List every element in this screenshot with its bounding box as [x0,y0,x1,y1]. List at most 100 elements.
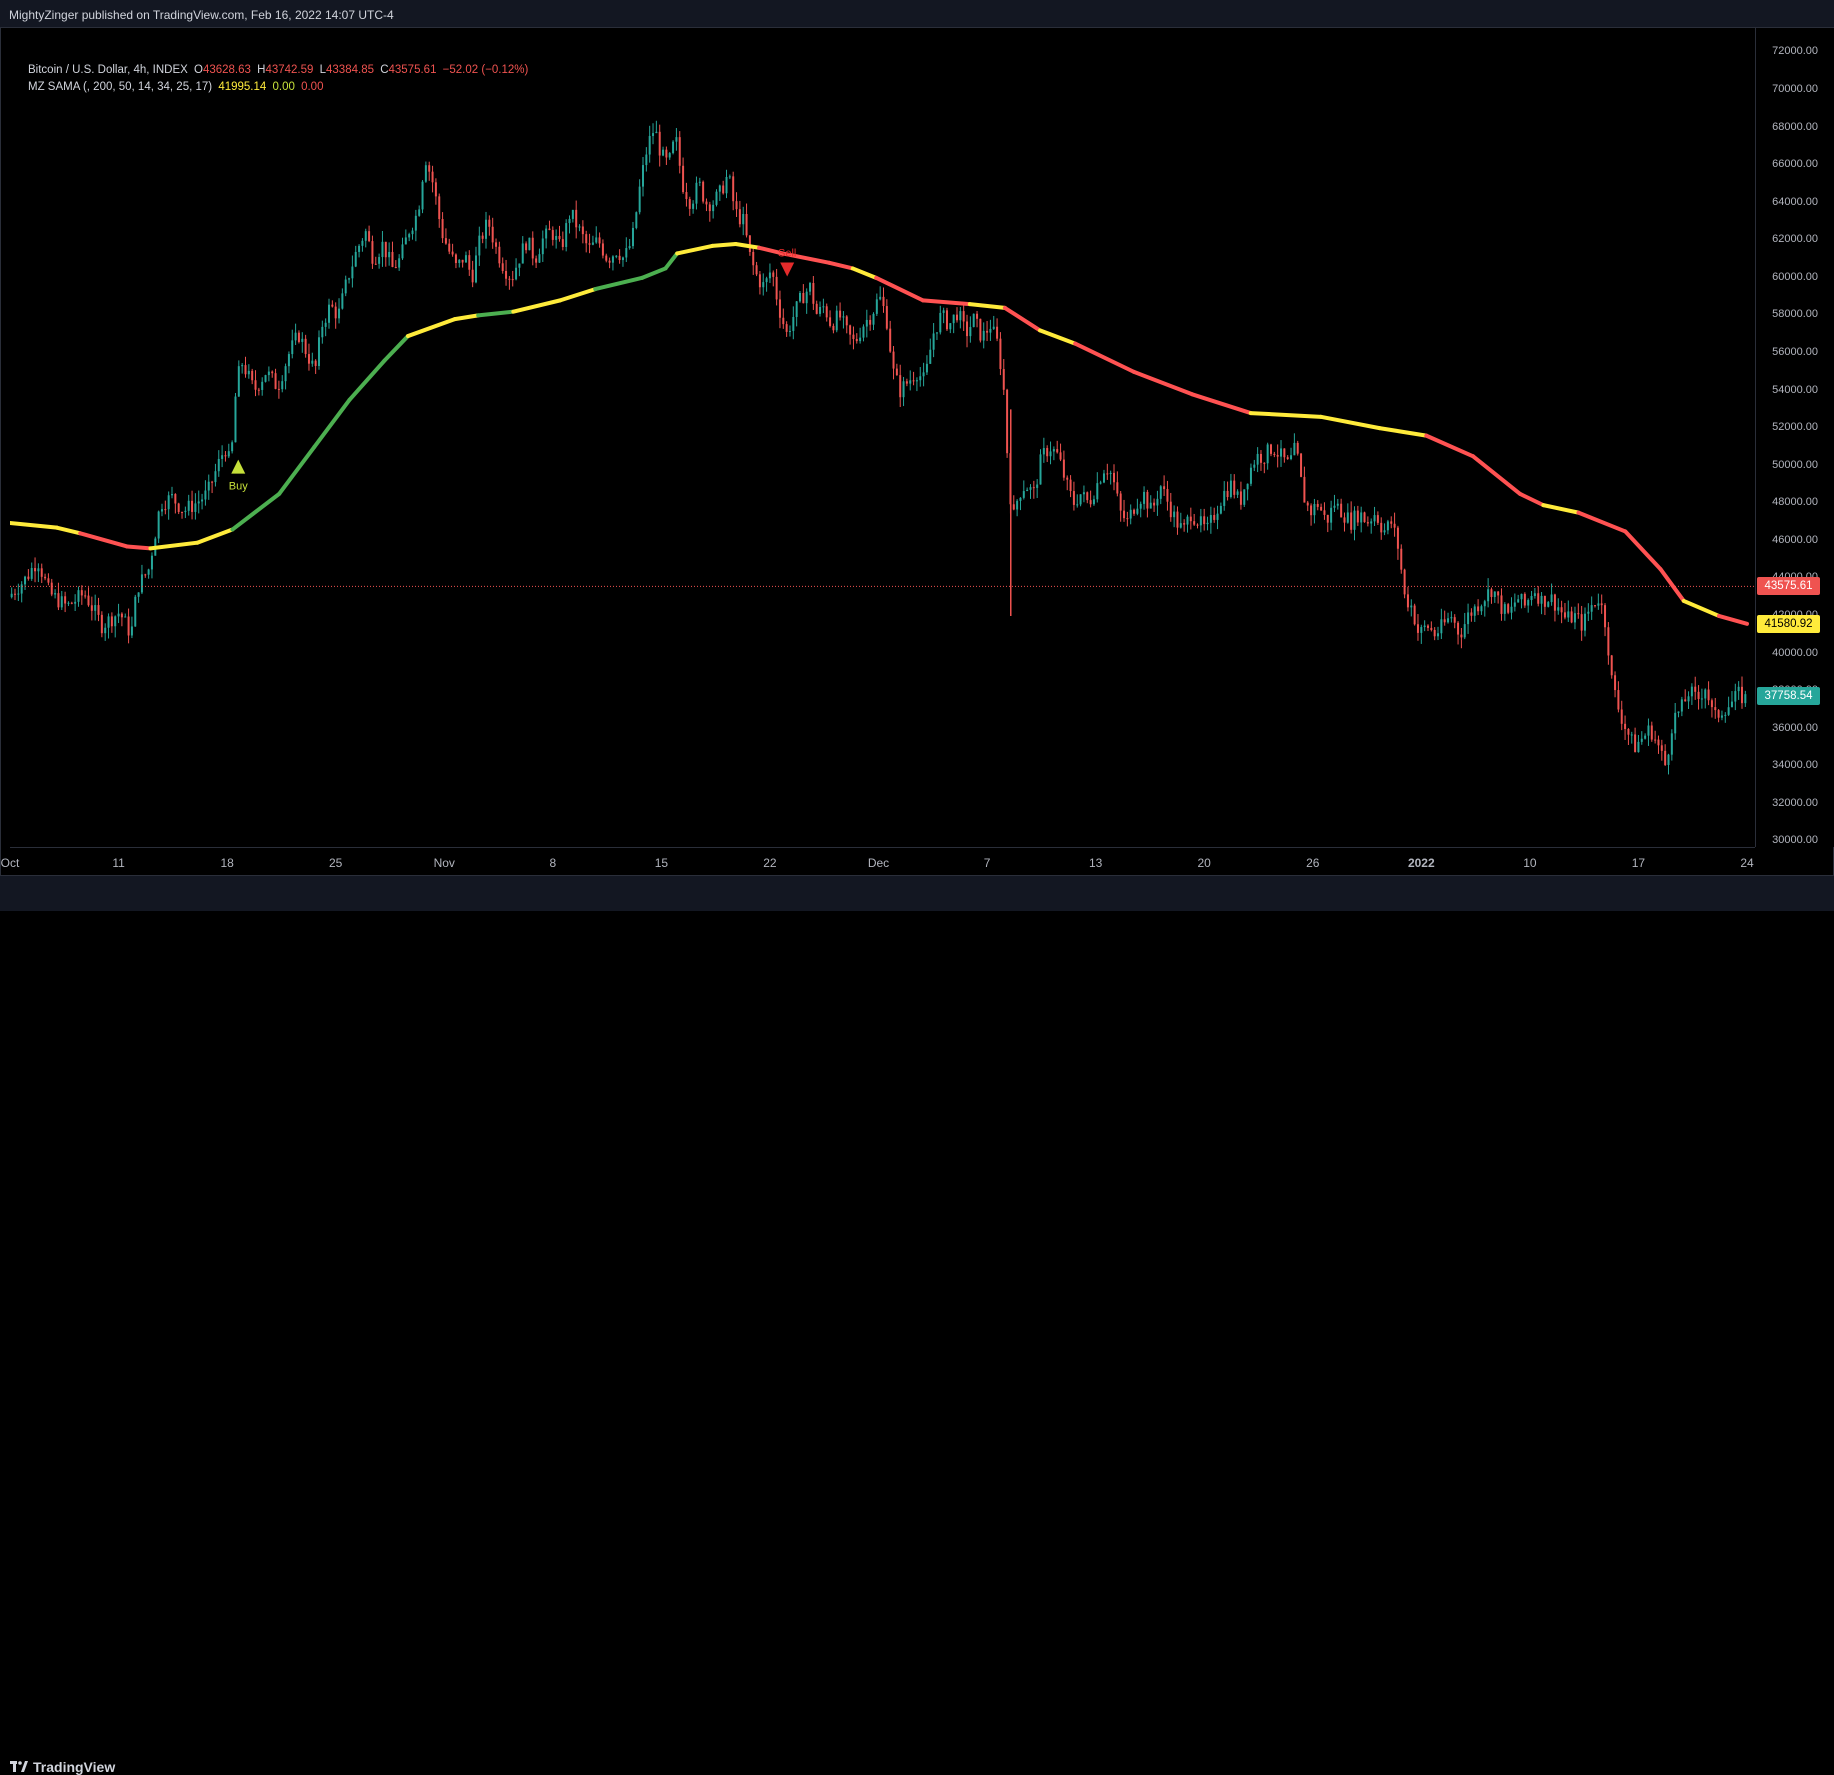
candle-body [414,215,417,231]
candle-body [1199,516,1202,526]
candle-body [1654,739,1657,741]
candle-body [558,235,561,240]
candle-body [1627,729,1630,735]
candle-body [1740,686,1743,704]
candle-body [328,304,331,323]
candle-body [271,371,274,374]
candle-body [191,500,194,512]
time-axis[interactable]: Oct 11 18 25 Nov 8 15 22 Dec 7 13 20 26 2022 10 17 24 [1,847,1755,876]
candle-body [281,381,284,390]
candle-body [1186,516,1189,525]
candle-body [1356,510,1359,523]
candle-body [197,501,200,504]
price-tick-label: 62000.00 [1772,233,1818,246]
candle-body [317,337,320,366]
sama-line-segment [1424,433,1476,459]
candle-body [872,313,875,325]
candle-body [1416,624,1419,633]
candle-body [1219,505,1222,514]
candle-body [929,349,932,364]
sama-line-segment [1471,454,1522,496]
sama-line-segment [347,358,387,402]
candle-body [902,381,905,398]
price-tick-label: 40000.00 [1772,646,1818,659]
candle-body [815,303,818,314]
candle-body [1644,735,1647,739]
candle-body [257,389,260,391]
candle-body [1393,523,1396,528]
price-chart-svg[interactable]: Buy Sell [10,28,1755,847]
candle-body [431,171,434,183]
candle-body [438,196,441,220]
candle-body [785,324,788,332]
candle-body [434,182,437,197]
candle-body [1467,612,1470,625]
candle-body [1229,480,1232,498]
indicator-name[interactable]: MZ SAMA (, 200, 50, 14, 34, 25, 17) [28,81,213,93]
candle-body [879,296,882,300]
candle-body [1042,448,1045,455]
sama-line-segment [1002,305,1043,333]
tradingview-logo-icon [10,1761,28,1772]
candle-body [1246,483,1249,490]
candle-body [1380,522,1383,533]
sama-line-segment [850,266,879,280]
price-axis[interactable]: 72000.00 70000.00 68000.00 66000.00 64000.00… [1755,28,1834,847]
sama-line-segment [10,520,59,530]
candle-body [1286,457,1289,460]
candle-body [287,354,290,367]
legend-low-value: 43384.85 [326,64,374,76]
candle-body [1333,505,1336,508]
chart-area[interactable]: Buy Sell Bitcoin / U.S. Dollar, 4h, INDEX… [10,28,1755,847]
candle-body [1183,523,1186,525]
candle-body [391,251,394,267]
candle-body [518,263,521,268]
candle-body [859,337,862,342]
candle-body [966,321,969,337]
candle-body [84,595,87,597]
candle-body [1460,634,1463,638]
candle-body [334,306,337,319]
candle-body [1149,502,1152,509]
candle-body [1406,594,1409,608]
candle-body [1036,484,1039,488]
candle-body [1189,516,1192,522]
candle-body [758,274,761,288]
candle-body [1123,510,1126,519]
candle-body [1296,442,1299,454]
candle-body [100,614,103,634]
candle-body [1717,710,1720,718]
time-tick-label: Oct [0,856,20,870]
candle-body [752,251,755,266]
candle-body [508,278,511,280]
candle-body [1092,499,1095,505]
candle-body [1029,487,1032,490]
candle-body [1133,509,1136,514]
candle-body [1082,492,1085,495]
candle-body [1403,569,1406,595]
candle-body [94,605,97,611]
candle-body [895,368,898,376]
candle-body [1316,503,1319,507]
candle-body [581,226,584,235]
candle-body [381,241,384,258]
candle-body [194,503,197,512]
tradingview-logo[interactable]: TradingView [10,1759,115,1775]
candle-body [1323,510,1326,515]
candle-body [20,584,23,594]
legend-symbol[interactable]: Bitcoin / U.S. Dollar, 4h, INDEX [28,64,188,76]
candle-body [765,278,768,283]
time-tick-label: 25 [329,856,343,870]
candle-body [217,458,220,472]
candle-body [1370,521,1373,524]
candle-body [802,292,805,304]
sama-line-segment [675,243,715,256]
time-tick-label: Nov [433,856,455,870]
candle-body [882,296,885,307]
candle-body [187,500,190,511]
candle-body [849,325,852,335]
candle-body [505,270,508,279]
candle-body [70,602,73,604]
candle-body [1500,595,1503,614]
candle-body [1607,627,1610,656]
